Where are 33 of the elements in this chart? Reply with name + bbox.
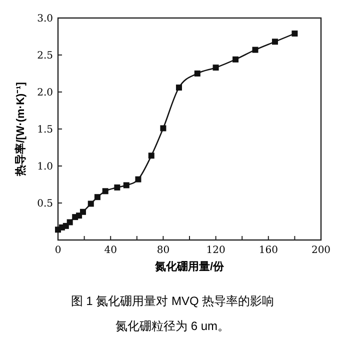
- y-tick-label: 1.0: [37, 162, 53, 172]
- point: [272, 38, 278, 45]
- y-tick-label: 0.5: [37, 198, 53, 210]
- point: [252, 46, 258, 53]
- point: [80, 208, 86, 215]
- text: 氮化硼粒径为 6 um。: [115, 319, 230, 333]
- point: [148, 152, 154, 159]
- point: [66, 219, 73, 226]
- x-tick-label: 120: [206, 245, 226, 256]
- x-tick-label: 80: [156, 245, 170, 256]
- point: [88, 200, 94, 207]
- y-tick-label: 2.5: [37, 50, 53, 62]
- point: [232, 56, 239, 62]
- point: [123, 182, 130, 188]
- point: [94, 194, 100, 200]
- x-tick-label: 40: [104, 245, 117, 256]
- y-tick-label: 3.0: [37, 14, 53, 24]
- point: [102, 188, 108, 194]
- y-axis-title: 热导率/[W·(m·K)⁻¹]: [14, 82, 27, 177]
- point: [135, 176, 142, 182]
- y-tick-label: 2.0: [37, 88, 53, 98]
- point: [176, 84, 182, 91]
- x-axis-title: 氮化硼用量/份: [154, 260, 226, 273]
- x-tick-label: 0: [54, 245, 62, 256]
- point: [194, 70, 200, 76]
- x-tick-label: 160: [258, 245, 278, 256]
- point: [212, 64, 219, 71]
- x-tick-label: 200: [311, 245, 331, 256]
- point: [292, 30, 298, 37]
- point: [114, 184, 120, 190]
- point: [160, 125, 166, 132]
- caption: 图 1 氮化硼用量对 MVQ 热导率的影响: [70, 294, 274, 308]
- y-tick-label: 1.5: [37, 124, 53, 136]
